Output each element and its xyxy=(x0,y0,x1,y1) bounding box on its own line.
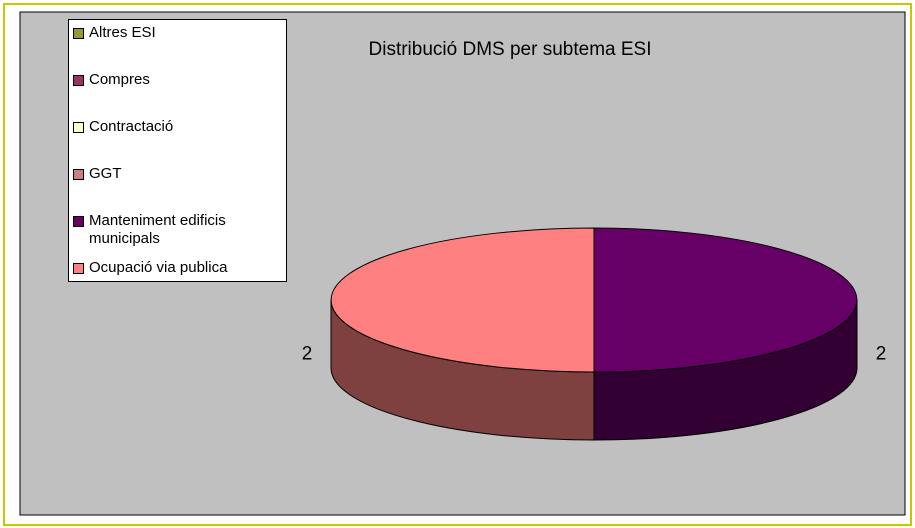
legend-item: Manteniment edificis municipals xyxy=(73,212,285,248)
legend-item: Ocupació via publica xyxy=(73,259,285,277)
legend-swatch xyxy=(73,216,84,227)
slice-top xyxy=(593,227,858,373)
legend-item: Altres ESI xyxy=(73,24,285,42)
legend-label: GGT xyxy=(89,165,122,182)
legend-swatch xyxy=(73,28,84,39)
legend-label: Contractació xyxy=(89,118,174,135)
legend-swatch xyxy=(73,122,84,133)
legend-swatch xyxy=(73,169,84,180)
legend-label: Compres xyxy=(89,71,150,88)
slice-top xyxy=(330,227,595,373)
legend-swatch xyxy=(73,263,84,274)
legend-item: Compres xyxy=(73,71,285,89)
data-label: 2 xyxy=(302,343,313,364)
legend-item: GGT xyxy=(73,165,285,183)
data-label: 2 xyxy=(876,343,887,364)
legend-label: Altres ESI xyxy=(89,24,156,41)
legend-swatch xyxy=(73,75,84,86)
chart-title: Distribució DMS per subtema ESI xyxy=(369,39,652,60)
legend-label: Manteniment edificis municipals xyxy=(89,212,226,247)
legend: Altres ESI Compres Contractació GGT Mantenim… xyxy=(68,19,287,282)
legend-label: Ocupació via publica xyxy=(89,259,228,276)
legend-item: Contractació xyxy=(73,118,285,136)
